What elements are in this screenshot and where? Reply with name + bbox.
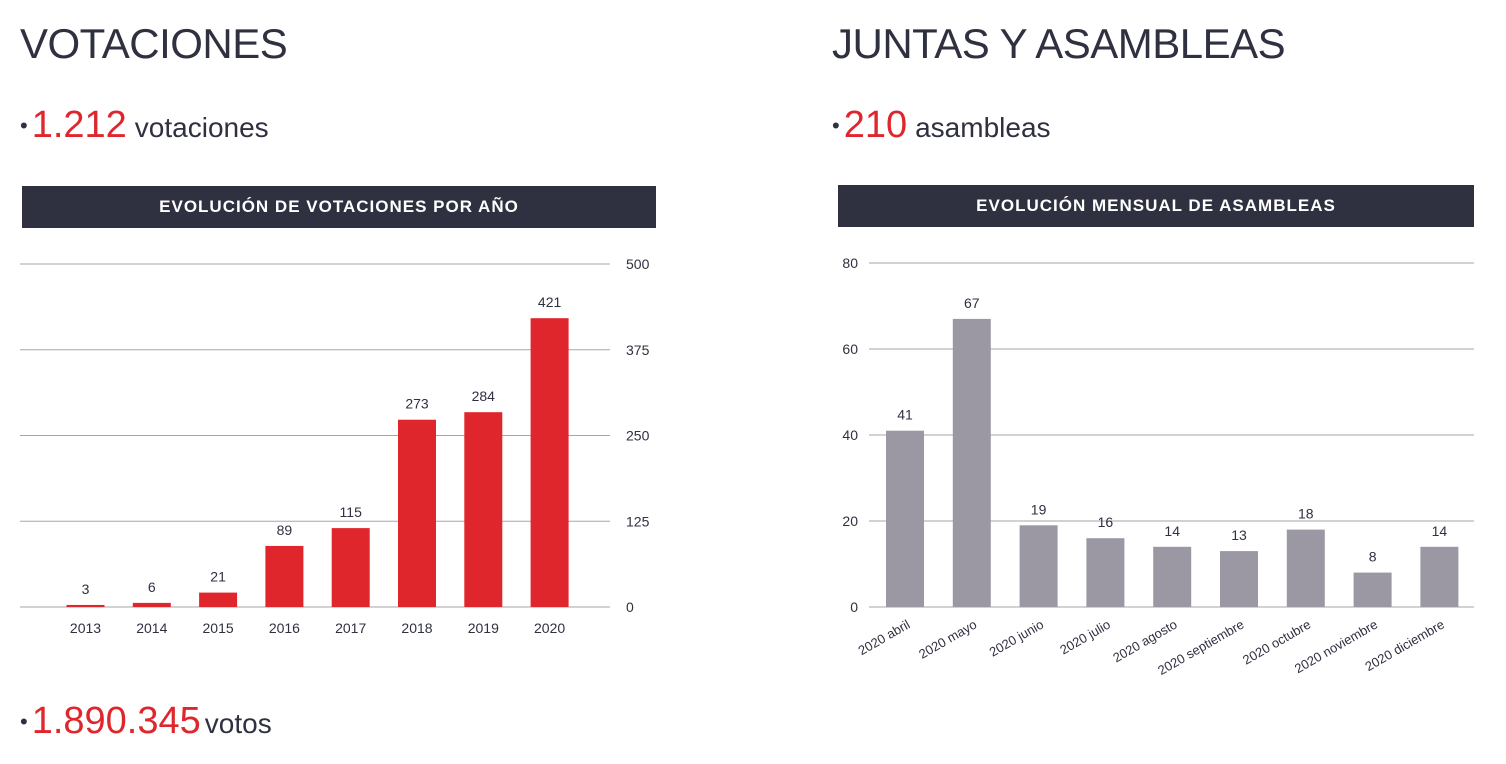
bar [1153,546,1192,607]
data-label: 13 [1231,527,1247,543]
x-tick-label: 2019 [468,620,499,636]
votaciones-count: 1.212 [31,104,127,146]
data-label: 67 [964,295,980,311]
x-tick-label: 2014 [136,620,167,636]
data-label: 6 [148,579,156,595]
asambleas-stat: • 210 asambleas [832,104,1051,147]
x-tick-label: 2020 mayo [916,617,979,662]
votaciones-label: votaciones [134,112,269,143]
bar [66,604,105,607]
bar [952,318,991,607]
bar [1420,546,1459,607]
x-tick-label: 2015 [203,620,234,636]
data-label: 21 [210,569,226,585]
bar [132,602,171,607]
y-tick-label: 0 [850,599,858,615]
data-label: 19 [1031,501,1047,517]
bar [1286,529,1325,607]
x-tick-label: 2013 [70,620,101,636]
x-tick-label: 2016 [269,620,300,636]
bullet: • [20,113,28,138]
bar [1086,538,1125,607]
chart-votaciones-por-ano: 0 125 250 375 500 3 2013 6 2014 21 2015 89 2016 115 20… [20,256,650,636]
x-tick-label: 2020 abril [856,617,913,659]
bar [464,412,503,607]
data-label: 273 [405,396,429,412]
y-tick-label: 375 [626,342,650,358]
chart-title-votaciones: EVOLUCIÓN DE VOTACIONES POR AÑO [22,186,656,228]
y-tick-label: 60 [842,341,858,357]
juntas-asambleas-title: JUNTAS Y ASAMBLEAS [832,20,1286,67]
chart-title-asambleas: EVOLUCIÓN MENSUAL DE ASAMBLEAS [838,185,1474,227]
bar [331,528,370,607]
bullet: • [832,113,840,138]
x-tick-label: 2020 [534,620,565,636]
bar [1220,551,1258,607]
asambleas-label: asambleas [915,112,1051,143]
y-tick-label: 250 [626,428,650,444]
bar [1019,525,1058,607]
chart-asambleas-mensual: 0 20 40 60 80 41 2020 abril 67 2020 mayo 19 2020 j… [842,255,1474,678]
bullet: • [20,709,28,734]
x-tick-label: 2018 [401,620,432,636]
data-label: 41 [897,407,913,423]
x-tick-label: 2020 junio [987,617,1046,660]
y-tick-label: 40 [842,427,858,443]
y-tick-label: 0 [626,599,634,615]
x-tick-label: 2020 julio [1057,617,1113,658]
data-label: 14 [1164,523,1180,539]
votos-count: 1.890.345 [31,700,201,742]
data-label: 284 [472,388,496,404]
bar [1353,572,1392,607]
y-tick-label: 500 [626,256,650,272]
data-label: 421 [538,294,562,310]
votos-label: votos [204,708,272,739]
bar [265,545,304,607]
data-label: 115 [340,504,363,520]
data-label: 8 [1369,549,1377,565]
data-label: 14 [1432,523,1448,539]
bar [886,430,924,607]
y-tick-label: 80 [842,255,858,271]
bar [398,419,436,607]
votaciones-title: VOTACIONES [20,20,288,67]
votos-stat: • 1.890.345 votos [20,700,272,743]
data-label: 16 [1098,514,1114,530]
x-tick-label: 2017 [335,620,366,636]
data-label: 18 [1298,506,1314,522]
bar [199,592,238,607]
y-tick-label: 125 [626,513,650,529]
data-label: 3 [82,581,90,597]
data-label: 89 [277,522,293,538]
bar [530,318,569,607]
y-tick-label: 20 [842,513,858,529]
votaciones-stat: • 1.212 votaciones [20,104,269,147]
asambleas-count: 210 [843,104,908,146]
